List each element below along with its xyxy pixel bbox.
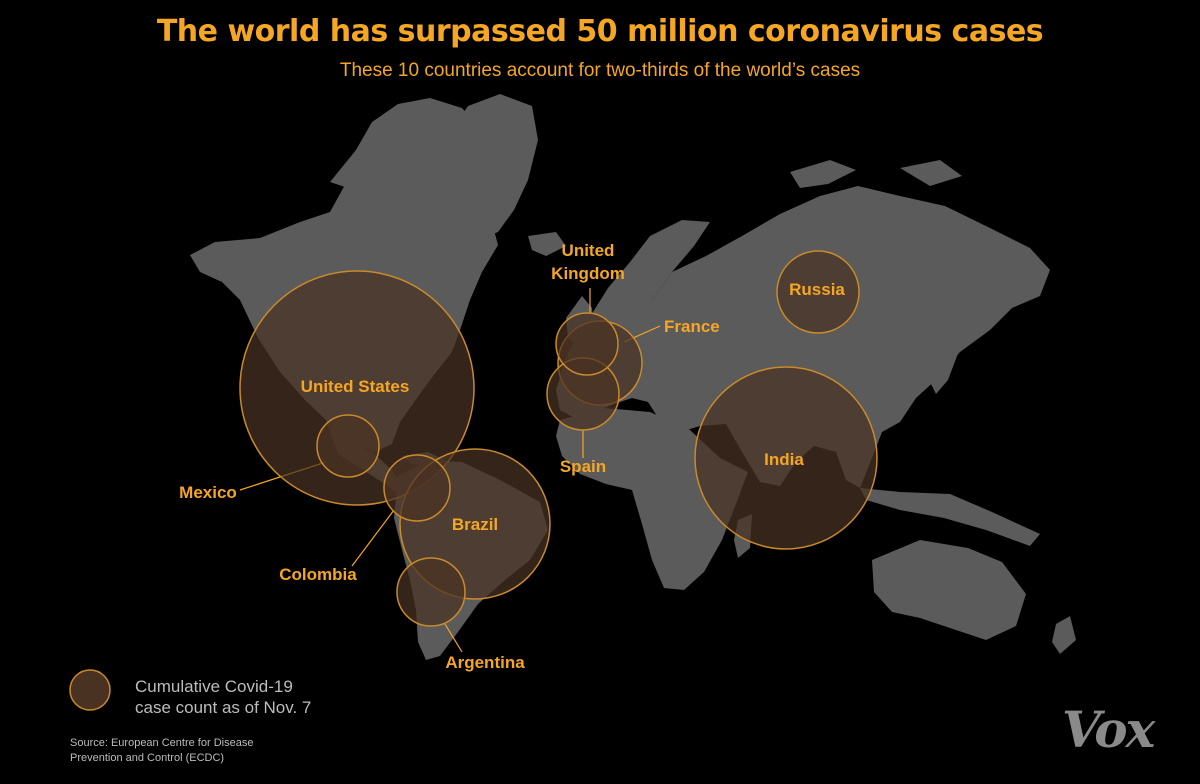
label-united-kingdom-line: United xyxy=(562,241,615,260)
label-argentina-line: Argentina xyxy=(445,653,525,672)
label-india-line: India xyxy=(764,450,804,469)
bubble-india xyxy=(694,366,878,550)
country-labels: United States India Brazil Russia France Spai… xyxy=(179,241,845,672)
landmass-arctic-islands xyxy=(330,98,478,192)
label-brazil-line: Brazil xyxy=(452,515,498,534)
label-colombia-line: Colombia xyxy=(279,565,357,584)
bubble-russia xyxy=(776,250,860,334)
bubble-united-kingdom xyxy=(555,312,619,376)
legend-label: Cumulative Covid-19 case count as of Nov… xyxy=(135,676,311,718)
label-russia-line: Russia xyxy=(789,280,845,299)
chart-title: The world has surpassed 50 million coron… xyxy=(156,14,1044,49)
leader-line-argentina xyxy=(444,623,463,653)
label-united-states-line: United States xyxy=(301,377,410,396)
label-mexico-line: Mexico xyxy=(179,483,237,502)
legend-bubble xyxy=(69,669,111,711)
legend-line-1: Cumulative Covid-19 xyxy=(135,677,293,696)
label-russia: Russia xyxy=(789,280,845,299)
legend-line-2: case count as of Nov. 7 xyxy=(135,698,312,717)
bubble-colombia xyxy=(383,454,451,522)
landmass-eurasia xyxy=(556,186,1050,488)
label-france: France xyxy=(664,317,720,336)
label-mexico: Mexico xyxy=(179,483,237,502)
label-spain: Spain xyxy=(560,457,606,476)
landmass-australia xyxy=(872,540,1026,640)
landmass-greenland xyxy=(446,94,538,238)
case-bubbles xyxy=(239,250,878,627)
leader-line-colombia xyxy=(351,509,395,567)
label-united-kingdom-line: Kingdom xyxy=(551,264,625,283)
bubble-united-states xyxy=(239,270,475,506)
label-spain-line: Spain xyxy=(560,457,606,476)
label-india: India xyxy=(764,450,804,469)
landmass-new-zealand xyxy=(1052,616,1076,654)
label-france-line: France xyxy=(664,317,720,336)
bubble-mexico xyxy=(316,414,380,478)
label-united-kingdom: United Kingdom xyxy=(551,241,625,283)
landmass-scandinavia xyxy=(630,220,710,300)
landmass-siberian-islands xyxy=(790,160,962,188)
landmass-japan xyxy=(930,336,960,394)
label-united-states: United States xyxy=(301,377,410,396)
landmass-iceland xyxy=(528,232,566,256)
source-note: Source: European Centre for Disease Prev… xyxy=(70,736,253,766)
chart-subtitle: These 10 countries account for two-third… xyxy=(339,60,861,81)
label-colombia: Colombia xyxy=(279,565,357,584)
bubble-argentina xyxy=(396,557,466,627)
label-brazil: Brazil xyxy=(452,515,498,534)
source-line-1: Source: European Centre for Disease xyxy=(70,737,254,749)
vox-logo: Vox xyxy=(1062,700,1155,759)
landmass-southeast-asia-islands xyxy=(860,488,1040,546)
label-argentina: Argentina xyxy=(445,653,525,672)
source-line-2: Prevention and Control (ECDC) xyxy=(70,752,225,764)
